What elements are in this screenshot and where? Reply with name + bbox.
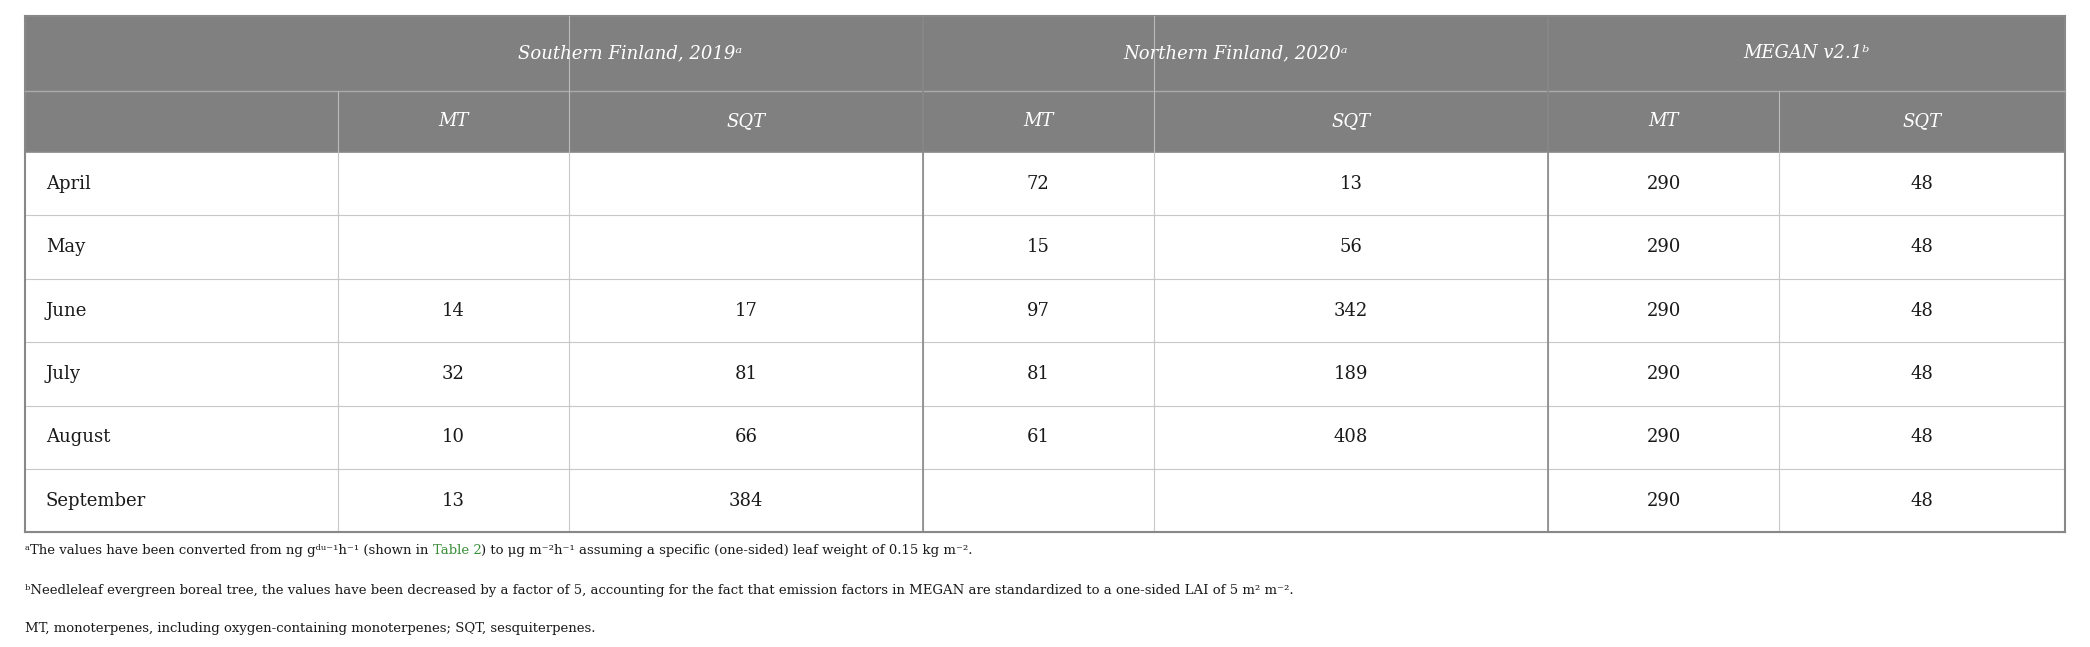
Text: 342: 342 <box>1333 302 1369 320</box>
Bar <box>25 152 2065 215</box>
Text: 81: 81 <box>734 365 757 383</box>
Text: 10: 10 <box>441 428 464 446</box>
Text: ᵇNeedleleaf evergreen boreal tree, the values have been decreased by a factor of: ᵇNeedleleaf evergreen boreal tree, the v… <box>25 584 1294 597</box>
Text: 48: 48 <box>1910 492 1933 510</box>
Text: ) to μg m⁻²h⁻¹ assuming a specific (one-sided) leaf weight of 0.15 kg m⁻².: ) to μg m⁻²h⁻¹ assuming a specific (one-… <box>481 544 974 557</box>
Text: MT: MT <box>1022 113 1053 130</box>
Text: MT: MT <box>439 113 468 130</box>
Text: SQT: SQT <box>725 113 765 130</box>
Text: 81: 81 <box>1026 365 1049 383</box>
Text: 384: 384 <box>729 492 763 510</box>
Text: 48: 48 <box>1910 238 1933 256</box>
Text: 408: 408 <box>1333 428 1369 446</box>
Text: 290: 290 <box>1647 428 1680 446</box>
Bar <box>25 342 2065 406</box>
Bar <box>25 215 2065 279</box>
Text: Table 2: Table 2 <box>433 544 481 557</box>
Text: Southern Finland, 2019ᵃ: Southern Finland, 2019ᵃ <box>518 45 742 62</box>
Text: June: June <box>46 302 88 320</box>
Text: 290: 290 <box>1647 238 1680 256</box>
Text: SQT: SQT <box>1331 113 1371 130</box>
Bar <box>25 16 2065 91</box>
Text: 97: 97 <box>1026 302 1049 320</box>
Text: July: July <box>46 365 82 383</box>
Text: MT, monoterpenes, including oxygen-containing monoterpenes; SQT, sesquiterpenes.: MT, monoterpenes, including oxygen-conta… <box>25 622 596 635</box>
Text: 56: 56 <box>1340 238 1363 256</box>
Bar <box>25 279 2065 342</box>
Text: April: April <box>46 175 90 193</box>
Text: Northern Finland, 2020ᵃ: Northern Finland, 2020ᵃ <box>1122 45 1348 62</box>
Text: 72: 72 <box>1026 175 1049 193</box>
Text: ᵃThe values have been converted from ng gᵈᵘ⁻¹h⁻¹ (shown in: ᵃThe values have been converted from ng … <box>25 544 433 557</box>
Text: August: August <box>46 428 111 446</box>
Text: 189: 189 <box>1333 365 1369 383</box>
Text: 66: 66 <box>734 428 757 446</box>
Text: MEGAN v2.1ᵇ: MEGAN v2.1ᵇ <box>1743 45 1871 62</box>
Text: 61: 61 <box>1026 428 1049 446</box>
Text: 48: 48 <box>1910 428 1933 446</box>
Text: 48: 48 <box>1910 302 1933 320</box>
Text: 290: 290 <box>1647 302 1680 320</box>
Text: 13: 13 <box>441 492 464 510</box>
Text: 32: 32 <box>441 365 464 383</box>
Bar <box>25 406 2065 469</box>
Text: 290: 290 <box>1647 492 1680 510</box>
Text: SQT: SQT <box>1902 113 1942 130</box>
Text: 48: 48 <box>1910 365 1933 383</box>
Text: September: September <box>46 492 146 510</box>
Text: 48: 48 <box>1910 175 1933 193</box>
Text: 13: 13 <box>1340 175 1363 193</box>
Text: 17: 17 <box>734 302 757 320</box>
Text: 15: 15 <box>1026 238 1049 256</box>
Text: 290: 290 <box>1647 175 1680 193</box>
Bar <box>25 91 2065 152</box>
Text: 14: 14 <box>441 302 464 320</box>
Text: May: May <box>46 238 86 256</box>
Text: 290: 290 <box>1647 365 1680 383</box>
Text: MT: MT <box>1649 113 1678 130</box>
Bar <box>25 469 2065 532</box>
